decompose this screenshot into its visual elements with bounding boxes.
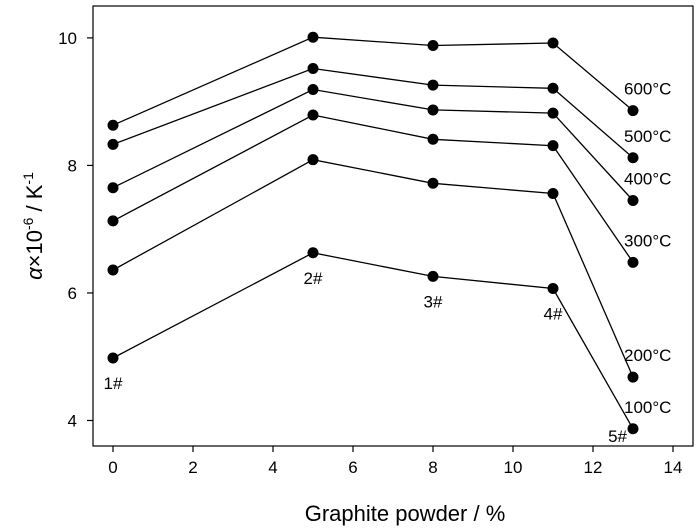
series-400c: 400°C (107, 84, 671, 206)
y-tick-label: 10 (58, 29, 77, 48)
data-point (307, 247, 319, 259)
data-point (307, 154, 319, 166)
series-label: 200°C (624, 346, 671, 365)
sample-label: 3# (424, 292, 443, 311)
data-point (427, 270, 439, 282)
x-tick-label: 12 (584, 458, 603, 477)
data-point (107, 215, 119, 227)
data-point (307, 62, 319, 74)
data-point (547, 187, 559, 199)
data-point (107, 264, 119, 276)
series-layer: 100°C 200°C 300°C 400°C 500°C 600°C (107, 31, 671, 435)
y-tick-label: 4 (68, 411, 77, 430)
y-axis-title: α×10-6 / K-1 (20, 172, 47, 280)
data-point (547, 82, 559, 94)
data-point (307, 31, 319, 43)
y-axis-times: ×10 (22, 230, 47, 267)
data-point (627, 423, 639, 435)
x-tick-label: 14 (664, 458, 683, 477)
data-point (427, 133, 439, 145)
x-tick-label: 2 (188, 458, 197, 477)
data-point (427, 177, 439, 189)
x-axis: 0 2 4 6 8 10 12 14 (108, 446, 682, 477)
series-label: 600°C (624, 80, 671, 99)
y-tick-label: 8 (68, 156, 77, 175)
sample-label: 5# (608, 427, 627, 446)
data-point (107, 182, 119, 194)
data-point (627, 256, 639, 268)
data-point (107, 352, 119, 364)
data-point (427, 79, 439, 91)
data-point (627, 194, 639, 206)
y-axis: 4 6 8 10 (58, 29, 93, 430)
x-tick-label: 0 (108, 458, 117, 477)
series-label: 500°C (624, 127, 671, 146)
y-axis-symbol: α (22, 266, 47, 280)
data-point (547, 140, 559, 152)
y-axis-unit: / K (22, 184, 47, 217)
series-300c: 300°C (107, 109, 671, 268)
data-point (547, 107, 559, 119)
sample-label: 1# (104, 374, 123, 393)
y-tick-label: 6 (68, 284, 77, 303)
data-point (107, 119, 119, 131)
sample-label: 4# (544, 304, 563, 323)
data-point (627, 152, 639, 164)
x-tick-label: 10 (504, 458, 523, 477)
x-tick-label: 6 (348, 458, 357, 477)
data-point (107, 138, 119, 150)
data-point (627, 105, 639, 117)
x-tick-label: 8 (428, 458, 437, 477)
series-200c: 200°C (107, 154, 671, 383)
y-axis-unit-exp: -1 (20, 172, 36, 185)
x-axis-title: Graphite powder / % (305, 501, 506, 526)
annotations: 1# 2# 3# 4# 5# (104, 269, 628, 446)
data-point (307, 109, 319, 121)
data-point (547, 37, 559, 49)
data-point (627, 371, 639, 383)
data-point (427, 40, 439, 52)
series-label: 300°C (624, 231, 671, 250)
series-label: 100°C (624, 398, 671, 417)
data-point (427, 104, 439, 116)
plot-frame (92, 5, 694, 447)
series-600c: 600°C (107, 31, 671, 131)
series-label: 400°C (624, 169, 671, 188)
series-100c: 100°C (107, 247, 671, 435)
data-point (307, 84, 319, 96)
series-500c: 500°C (107, 62, 671, 164)
x-tick-label: 4 (268, 458, 277, 477)
y-axis-exp: -6 (20, 217, 36, 230)
sample-label: 2# (304, 269, 323, 288)
series-line (112, 252, 634, 430)
data-point (547, 282, 559, 294)
